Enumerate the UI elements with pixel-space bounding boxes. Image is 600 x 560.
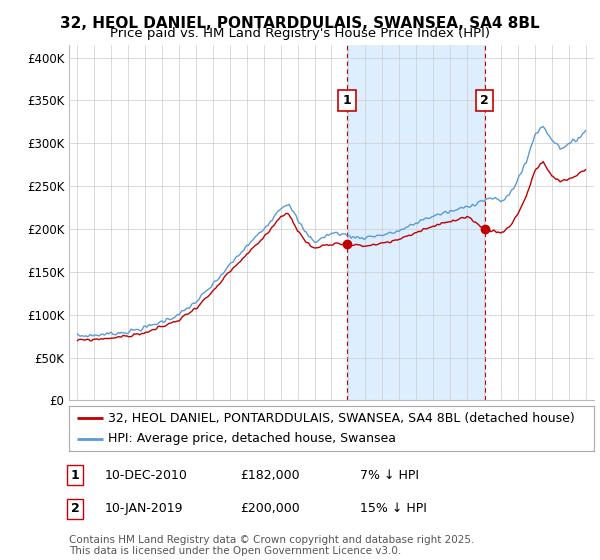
Text: £182,000: £182,000: [240, 469, 299, 482]
Bar: [347, 45, 485, 400]
Text: 1: 1: [71, 469, 80, 482]
Text: 32, HEOL DANIEL, PONTARDDULAIS, SWANSEA, SA4 8BL: 32, HEOL DANIEL, PONTARDDULAIS, SWANSEA,…: [60, 16, 540, 31]
Text: £200,000: £200,000: [240, 502, 300, 515]
Text: 10-DEC-2010: 10-DEC-2010: [105, 469, 188, 482]
Text: 32, HEOL DANIEL, PONTARDDULAIS, SWANSEA, SA4 8BL (detached house): 32, HEOL DANIEL, PONTARDDULAIS, SWANSEA,…: [109, 412, 575, 424]
Text: Contains HM Land Registry data © Crown copyright and database right 2025.
This d: Contains HM Land Registry data © Crown c…: [69, 535, 475, 557]
Text: 10-JAN-2019: 10-JAN-2019: [105, 502, 184, 515]
Text: Price paid vs. HM Land Registry's House Price Index (HPI): Price paid vs. HM Land Registry's House …: [110, 27, 490, 40]
Text: 15% ↓ HPI: 15% ↓ HPI: [360, 502, 427, 515]
Text: 1: 1: [343, 94, 352, 107]
Text: 2: 2: [71, 502, 80, 515]
Text: HPI: Average price, detached house, Swansea: HPI: Average price, detached house, Swan…: [109, 432, 397, 445]
Text: 2: 2: [480, 94, 489, 107]
Text: 7% ↓ HPI: 7% ↓ HPI: [360, 469, 419, 482]
